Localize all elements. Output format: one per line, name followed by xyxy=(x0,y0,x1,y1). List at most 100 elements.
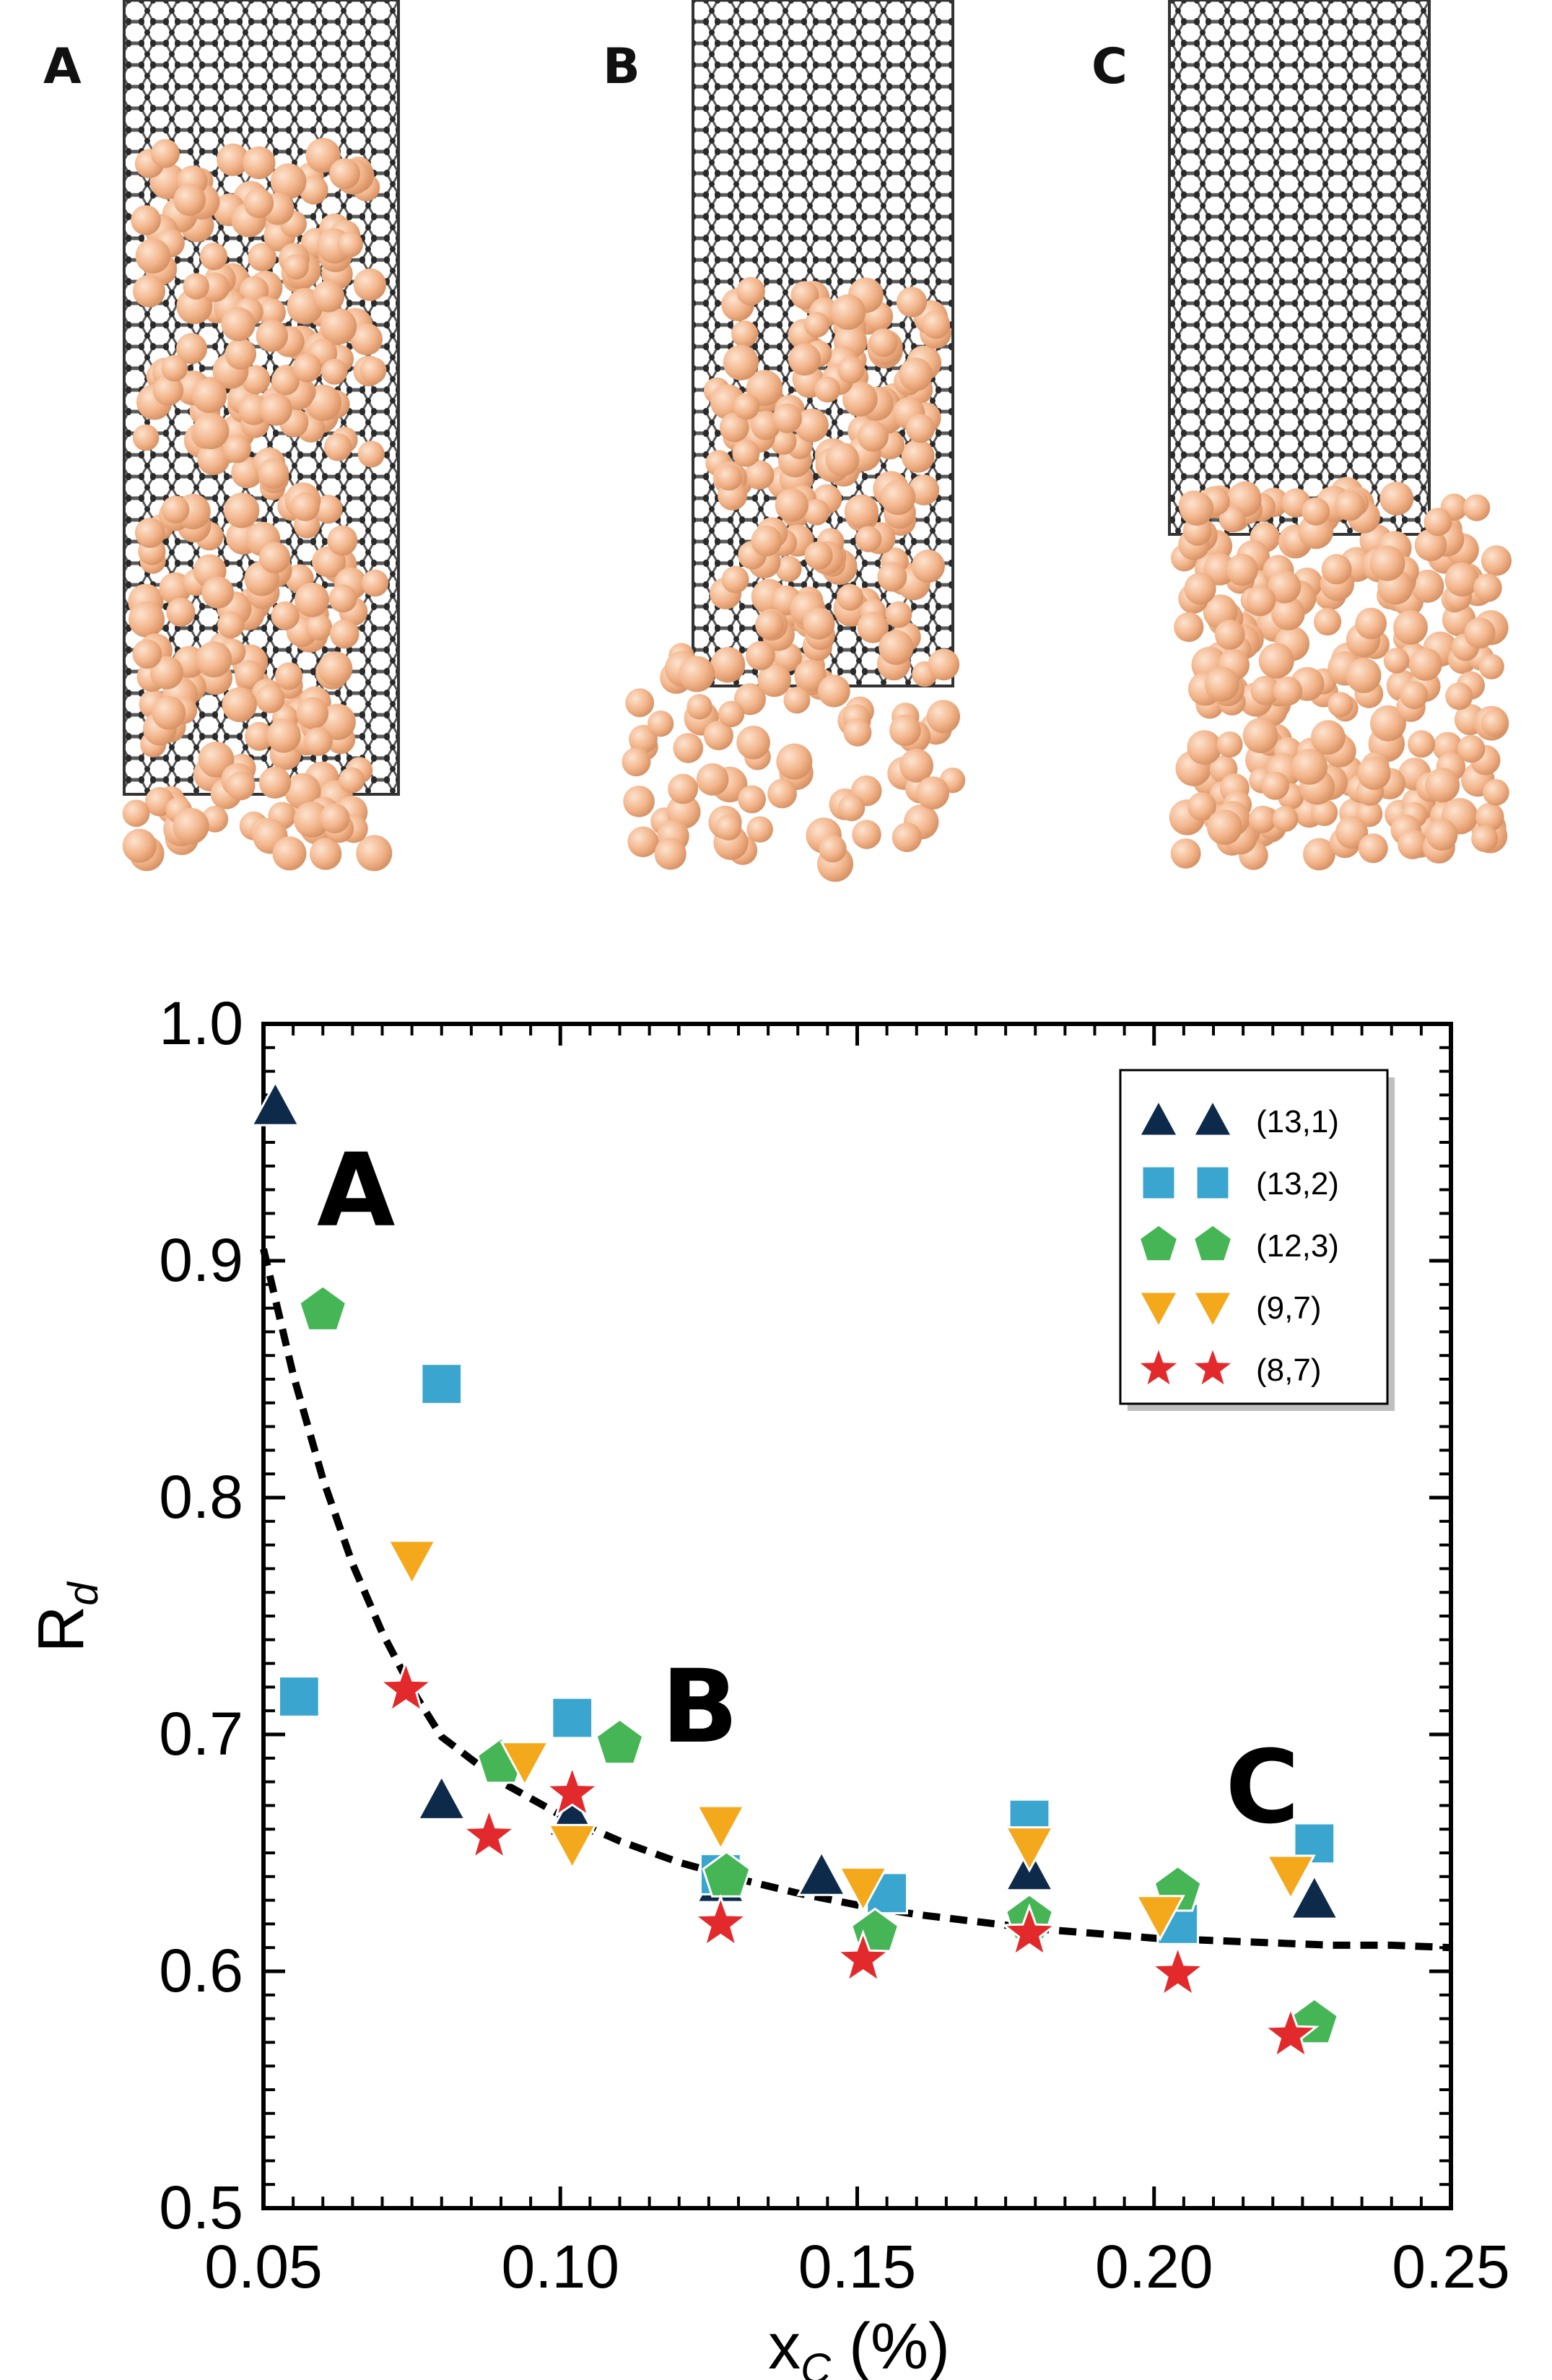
atom xyxy=(746,640,775,671)
legend-marker xyxy=(1191,1290,1234,1330)
atom xyxy=(1445,682,1473,711)
data-point-pentagon xyxy=(1004,1893,1055,1940)
atom xyxy=(1379,482,1414,516)
atom xyxy=(896,287,928,318)
data-point-square xyxy=(1156,1903,1200,1945)
atom xyxy=(837,583,864,611)
panel-c-atom-cluster xyxy=(1169,477,1512,871)
x-axis-ticks: 0.05 0.10 0.15 0.20 0.25 xyxy=(204,1024,1510,2301)
atom xyxy=(1398,829,1428,859)
atom xyxy=(226,771,256,801)
legend-marker xyxy=(1188,1343,1237,1390)
atom xyxy=(1214,620,1245,650)
panel-a-label: A xyxy=(43,38,82,95)
atom xyxy=(1409,648,1442,681)
atom xyxy=(1358,833,1388,864)
atom xyxy=(733,393,760,420)
atom xyxy=(877,562,907,592)
atom xyxy=(222,687,257,722)
atom xyxy=(1250,675,1280,705)
atom xyxy=(721,565,749,594)
atom xyxy=(647,711,674,737)
atom xyxy=(243,188,274,218)
atom xyxy=(731,320,759,347)
atom xyxy=(197,443,230,475)
atom xyxy=(1481,545,1512,576)
atom xyxy=(746,816,773,843)
atom xyxy=(290,492,320,521)
atom xyxy=(736,726,770,760)
atom xyxy=(122,828,157,863)
atom xyxy=(1216,731,1243,757)
atom xyxy=(131,205,161,235)
legend-shadow xyxy=(1128,1077,1395,1411)
data-point-pentagon xyxy=(476,1737,526,1784)
y-tick-label: 0.8 xyxy=(159,1463,243,1531)
data-point-triangle-down xyxy=(546,1823,598,1871)
atom xyxy=(1483,779,1509,806)
atom xyxy=(283,253,309,280)
atom xyxy=(1464,617,1496,649)
atom xyxy=(911,550,945,583)
atom xyxy=(1258,643,1294,679)
panel-c: C xyxy=(1091,0,1512,871)
x-tick-label: 0.10 xyxy=(502,2233,620,2301)
atom xyxy=(320,308,357,344)
atom xyxy=(1187,730,1222,765)
data-point-pentagon xyxy=(850,1907,900,1955)
x-tick-label: 0.15 xyxy=(798,2233,917,2301)
atom xyxy=(191,378,227,414)
atom xyxy=(274,662,303,690)
atom xyxy=(686,694,712,720)
atom xyxy=(350,323,383,356)
atom xyxy=(654,838,686,870)
atom xyxy=(869,328,898,357)
atom xyxy=(775,555,802,582)
atom xyxy=(319,703,356,740)
atom xyxy=(271,367,300,396)
atom xyxy=(193,412,230,450)
y-tick-label: 0.5 xyxy=(159,2173,243,2241)
atom xyxy=(1248,805,1276,833)
atom xyxy=(1463,494,1491,521)
atom xyxy=(776,743,813,780)
atom xyxy=(891,822,922,853)
atom xyxy=(1408,730,1436,758)
legend-marker xyxy=(1192,1223,1234,1263)
data-point-pentagon xyxy=(1289,1997,1339,2045)
atom xyxy=(855,526,882,552)
atom xyxy=(248,243,277,272)
atom xyxy=(1291,749,1328,785)
atom xyxy=(804,541,833,570)
atom xyxy=(198,742,235,778)
atom xyxy=(627,826,658,858)
legend-marker xyxy=(1134,1343,1183,1390)
atom xyxy=(1457,734,1486,763)
atom xyxy=(825,443,860,477)
atom xyxy=(1271,596,1305,630)
atom xyxy=(176,333,208,365)
atom xyxy=(1335,490,1365,521)
atom xyxy=(673,733,704,763)
atom xyxy=(794,659,827,692)
atom xyxy=(838,794,866,822)
atom xyxy=(329,158,360,189)
data-point-triangle-down xyxy=(386,1539,437,1586)
atom xyxy=(1174,612,1204,643)
atom xyxy=(296,697,329,729)
x-axis-label: xC (%) xyxy=(768,2311,950,2380)
atom xyxy=(270,163,307,199)
atom xyxy=(321,358,348,385)
data-point-triangle-up xyxy=(546,1790,598,1837)
atom xyxy=(1426,819,1458,851)
atom xyxy=(1393,609,1428,645)
atom xyxy=(1184,573,1216,605)
atom xyxy=(272,836,307,871)
atom xyxy=(224,338,257,370)
legend-marker xyxy=(1138,1223,1180,1263)
atom xyxy=(256,319,289,352)
atom xyxy=(1246,586,1276,615)
atom xyxy=(1321,554,1352,585)
atom xyxy=(1425,768,1460,803)
legend-box xyxy=(1119,1069,1389,1405)
